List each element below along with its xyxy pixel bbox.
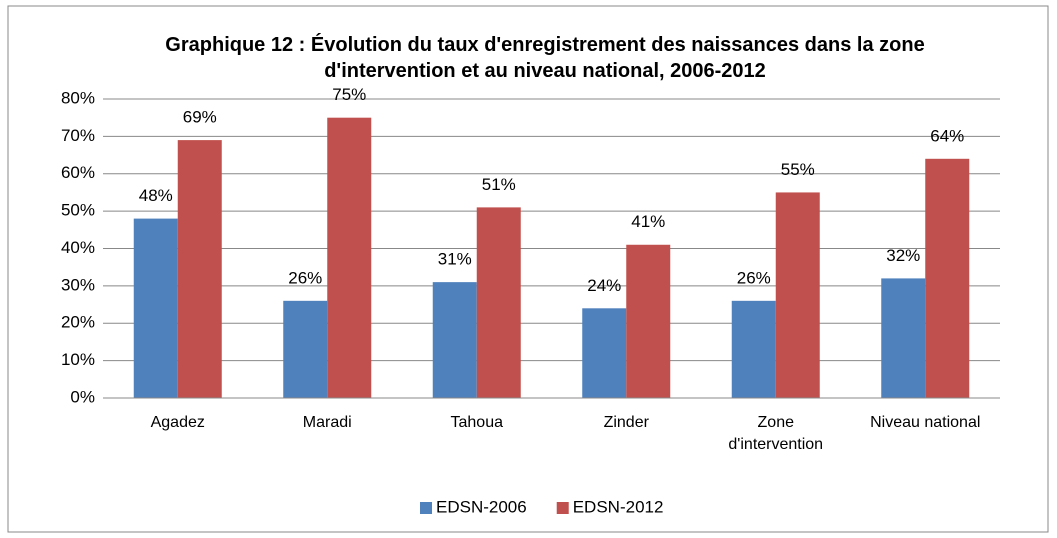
- data-label: 31%: [438, 250, 472, 269]
- bar: [626, 244, 671, 398]
- y-tick-label: 40%: [61, 238, 95, 257]
- data-label: 26%: [288, 268, 322, 287]
- x-tick-label: Zinder: [603, 414, 649, 431]
- chart-title: Graphique 12 : Évolution du taux d'enreg…: [165, 34, 925, 82]
- y-tick-label: 0%: [70, 387, 95, 406]
- bar: [432, 282, 477, 398]
- y-tick-label: 50%: [61, 201, 95, 220]
- legend-swatch: [420, 502, 432, 514]
- data-label: 48%: [139, 186, 173, 205]
- y-tick-label: 60%: [61, 163, 95, 182]
- x-tick-label: Tahoua: [450, 414, 504, 431]
- y-tick-label: 20%: [61, 313, 95, 332]
- bar: [881, 278, 926, 398]
- data-label: 69%: [183, 108, 217, 127]
- legend-swatch: [556, 502, 569, 514]
- y-tick-label: 70%: [61, 126, 95, 145]
- data-label: 64%: [930, 126, 964, 145]
- y-tick-label: 30%: [61, 275, 95, 294]
- x-tick-label: Maradi: [302, 414, 352, 431]
- data-label: 32%: [886, 246, 920, 265]
- bar: [582, 308, 627, 398]
- data-label: 75%: [332, 85, 366, 104]
- x-tick-label: Agadez: [150, 414, 205, 431]
- data-label: 55%: [781, 160, 815, 179]
- y-tick-label: 80%: [61, 88, 95, 107]
- x-tick-label: Niveau national: [870, 414, 981, 431]
- legend-label: EDSN-2012: [573, 497, 664, 516]
- bar: [731, 300, 776, 398]
- data-label: 41%: [631, 212, 665, 231]
- data-label: 51%: [482, 175, 516, 194]
- bar: [283, 300, 328, 398]
- data-label: 26%: [737, 268, 771, 287]
- bar: [775, 192, 820, 398]
- bar: [476, 207, 521, 398]
- y-tick-label: 10%: [61, 350, 95, 369]
- bar: [925, 158, 970, 398]
- x-tick-label: Zone d'intervention: [728, 414, 824, 453]
- data-label: 24%: [587, 276, 621, 295]
- bar: [327, 117, 372, 398]
- bar: [177, 140, 222, 399]
- legend-label: EDSN-2006: [436, 497, 527, 516]
- bar: [133, 218, 178, 398]
